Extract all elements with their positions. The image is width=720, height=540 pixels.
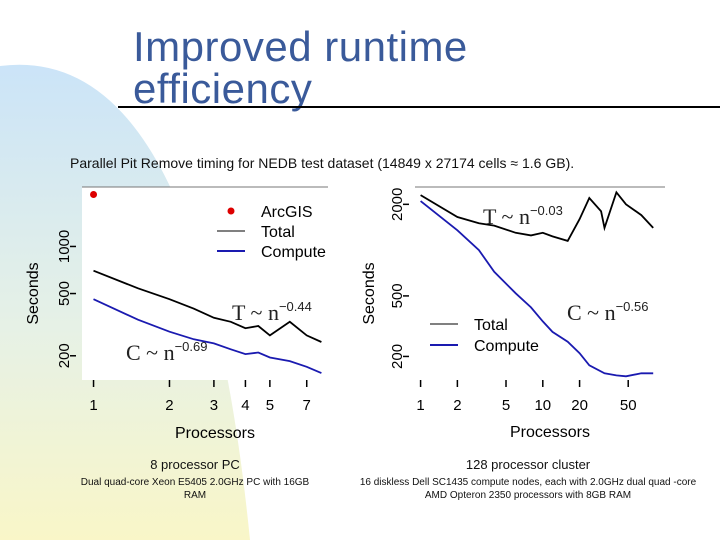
fit-annotation: T ~ n−0.44	[232, 299, 312, 325]
series-line-compute	[420, 200, 654, 378]
series-line-total	[420, 190, 654, 242]
x-tick-label: 7	[303, 397, 311, 414]
y-tick-label: 500	[56, 281, 73, 306]
fit-annotation-base: T ~ n	[483, 204, 530, 229]
legend-marker	[227, 207, 235, 215]
legend-label: Total	[474, 317, 508, 334]
x-tick-label: 2	[165, 397, 173, 414]
series-line-compute	[93, 298, 322, 374]
cluster-caption-desc: 16 diskless Dell SC1435 compute nodes, e…	[359, 477, 697, 501]
plot-area	[82, 187, 328, 380]
series-line-total	[93, 269, 322, 343]
y-axis-label: Seconds	[361, 262, 378, 324]
fit-annotation-exponent: −0.44	[279, 299, 312, 314]
y-axis-label: Seconds	[25, 262, 42, 324]
x-tick-label: 1	[416, 397, 424, 414]
x-tick-label: 2	[453, 397, 461, 414]
pc-caption-title: 8 processor PC	[150, 457, 240, 472]
y-tick-label: 500	[389, 283, 406, 308]
x-axis-label: Processors	[510, 424, 590, 441]
fit-annotation: T ~ n−0.03	[483, 203, 563, 229]
legend-label: Compute	[261, 244, 326, 261]
x-tick-label: 10	[534, 397, 551, 414]
x-tick-label: 1	[89, 397, 97, 414]
x-tick-label: 4	[241, 397, 249, 414]
title-underline	[118, 106, 720, 108]
plot-area	[415, 187, 665, 380]
x-tick-label: 50	[620, 397, 637, 414]
pc-caption-desc: Dual quad-core Xeon E5405 2.0GHz PC with…	[80, 477, 310, 501]
y-tick-label: 2000	[389, 188, 406, 221]
slide-subtitle: Parallel Pit Remove timing for NEDB test…	[70, 155, 575, 171]
x-tick-label: 5	[266, 397, 274, 414]
fit-annotation-exponent: −0.56	[616, 299, 649, 314]
fit-annotation-exponent: −0.69	[175, 339, 208, 354]
title-line-2: efficiency	[133, 65, 313, 112]
y-tick-label: 1000	[56, 230, 73, 263]
legend-label: ArcGIS	[261, 204, 313, 221]
fit-annotation-base: T ~ n	[232, 300, 279, 325]
legend-label: Compute	[474, 338, 539, 355]
y-tick-label: 200	[389, 344, 406, 369]
fit-annotation: C ~ n−0.56	[567, 299, 648, 325]
legend-label: Total	[261, 224, 295, 241]
y-tick-label: 200	[56, 343, 73, 368]
x-tick-label: 20	[571, 397, 588, 414]
x-axis-label: Processors	[175, 425, 255, 442]
cluster-caption-title: 128 processor cluster	[465, 457, 591, 472]
fit-annotation: C ~ n−0.69	[126, 339, 207, 365]
fit-annotation-base: C ~ n	[126, 340, 175, 365]
x-tick-label: 3	[210, 397, 218, 414]
fit-annotation-base: C ~ n	[567, 300, 616, 325]
data-point	[90, 190, 98, 198]
title-line-1: Improved runtime	[133, 23, 468, 70]
fit-annotation-exponent: −0.03	[530, 203, 563, 218]
x-tick-label: 5	[502, 397, 510, 414]
slide-title: Improved runtime efficiency	[133, 26, 468, 110]
